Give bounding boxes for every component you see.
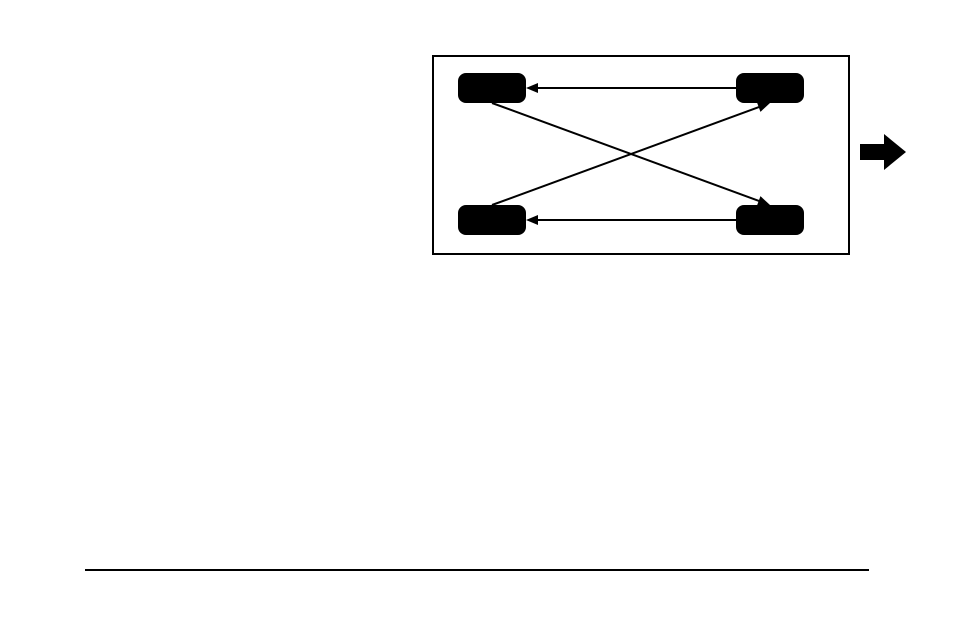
page-canvas [0, 0, 954, 636]
node-tl [458, 73, 526, 103]
node-br [736, 205, 804, 235]
node-tr [736, 73, 804, 103]
node-bl [458, 205, 526, 235]
forward-arrow-icon [860, 132, 906, 172]
footer-rule [85, 569, 869, 571]
